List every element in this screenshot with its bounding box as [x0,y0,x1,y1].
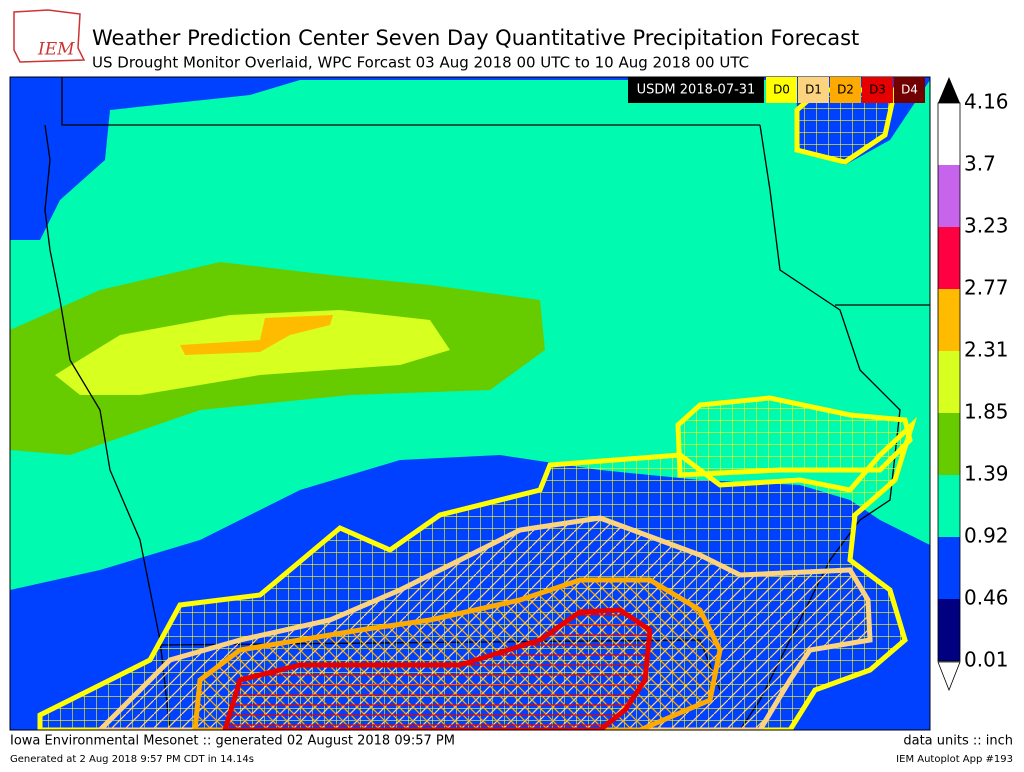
map [10,77,930,730]
footer-right-small: IEM Autoplot App #193 [896,754,1013,765]
colorbar-segment [938,351,960,413]
colorbar-frame [937,102,961,662]
drought-legend: USDM 2018-07-31 D0 D1 D2 D3 D4 [628,77,925,103]
colorbar-tick-label: 4.16 [964,90,1009,114]
colorbar-segment [938,227,960,289]
colorbar: 4.16 3.7 3.23 2.77 2.31 1.85 1.39 0.92 0.46 0.01 [937,77,1009,692]
title: Weather Prediction Center Seven Day Quan… [92,26,859,50]
colorbar-tick-label: 1.85 [964,400,1009,424]
colorbar-segment [938,165,960,227]
colorbar-tick-label: 1.39 [964,462,1009,486]
footer-left-small: Generated at 2 Aug 2018 9:57 PM CDT in 1… [10,754,254,765]
logo-text: IEM [37,40,75,60]
colorbar-tick-label: 0.46 [964,586,1009,610]
drought-category: D1 [805,83,822,97]
drought-category: D4 [901,83,918,97]
drought-legend-label: USDM 2018-07-31 [637,83,756,98]
colorbar-tick-label: 0.01 [964,648,1009,672]
footer-left: Iowa Environmental Mesonet :: generated … [10,734,455,749]
drought-swatch [830,77,861,103]
colorbar-segment [938,537,960,599]
drought-swatch [798,77,829,103]
colorbar-tick-label: 0.92 [964,524,1009,548]
drought-swatch [766,77,797,103]
drought-category: D2 [837,83,854,97]
drought-category: D0 [773,83,790,97]
colorbar-segment [938,289,960,351]
colorbar-segment [938,103,960,165]
drought-category: D3 [869,83,886,97]
drought-swatch [894,77,925,103]
colorbar-segment [938,413,960,475]
footer-right: data units :: inch [903,734,1013,749]
subtitle: US Drought Monitor Overlaid, WPC Forcast… [92,54,749,72]
drought-swatch [862,77,893,103]
logo: IEM [13,9,86,63]
colorbar-tick-label: 3.23 [964,214,1009,238]
colorbar-tick-label: 2.77 [964,276,1009,300]
colorbar-segment [938,599,960,661]
colorbar-tick-label: 2.31 [964,338,1009,362]
colorbar-segment [938,475,960,537]
colorbar-tick-label: 3.7 [964,152,996,176]
